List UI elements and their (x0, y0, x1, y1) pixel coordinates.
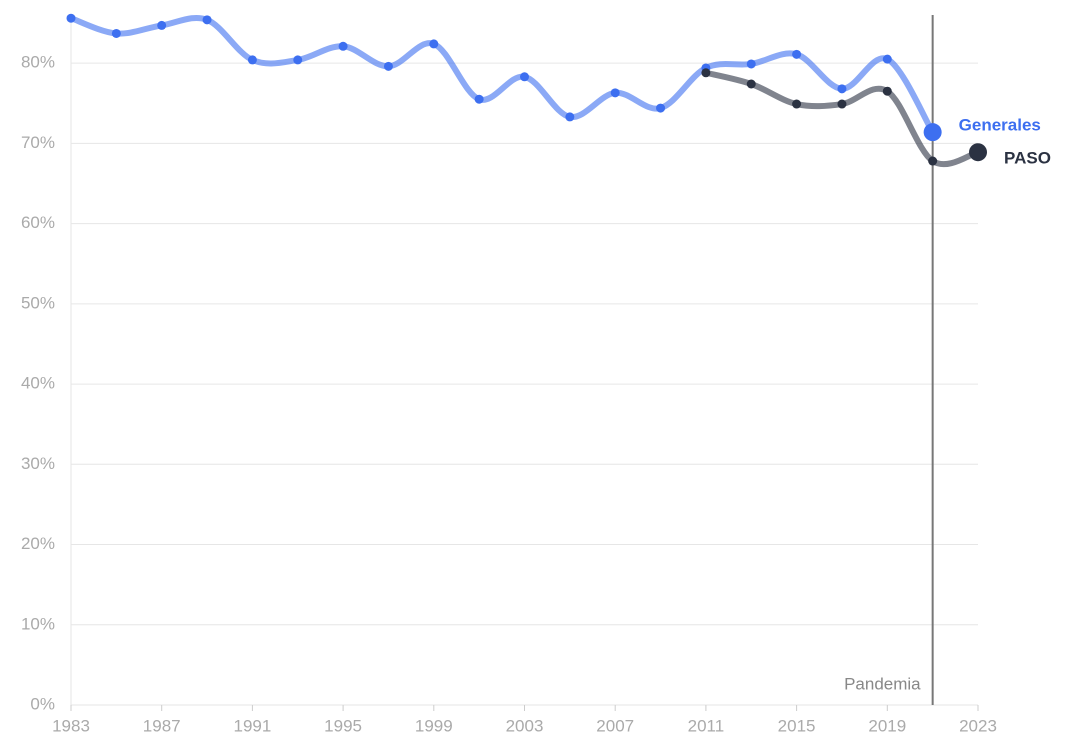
series-line (68, 14, 936, 136)
x-tick-label: 2003 (506, 716, 544, 735)
y-tick-label: 60% (21, 213, 55, 232)
x-tick-label: 1983 (52, 716, 90, 735)
series-label: Generales (959, 116, 1041, 135)
y-tick-label: 40% (21, 374, 55, 393)
x-tick-label: 1995 (324, 716, 362, 735)
y-tick-label: 30% (21, 454, 55, 473)
data-point (111, 28, 121, 38)
data-point (656, 103, 666, 113)
x-tick-label: 1991 (233, 716, 271, 735)
data-point (701, 68, 711, 78)
y-tick-label: 0% (30, 694, 55, 713)
y-tick-label: 80% (21, 53, 55, 72)
x-tick-label: 2007 (596, 716, 634, 735)
data-point (429, 39, 439, 49)
data-point (882, 54, 892, 64)
x-tick-label: 1987 (143, 716, 181, 735)
data-point (792, 99, 802, 109)
y-tick-label: 70% (21, 133, 55, 152)
x-tick-label: 1999 (415, 716, 453, 735)
data-point (66, 13, 76, 23)
x-tick-label: 2015 (778, 716, 816, 735)
data-point (746, 59, 756, 69)
data-point (928, 156, 938, 166)
data-point (293, 55, 303, 65)
y-tick-label: 10% (21, 614, 55, 633)
data-point (202, 15, 212, 25)
data-point (474, 94, 484, 104)
data-point (247, 55, 257, 65)
data-point (969, 143, 987, 162)
x-tick-label: 2019 (868, 716, 906, 735)
data-point (746, 79, 756, 89)
x-tick-label: 2011 (688, 716, 725, 735)
data-point (157, 20, 167, 30)
data-point (882, 86, 892, 96)
data-point (837, 84, 847, 94)
data-point (837, 99, 847, 109)
data-point (520, 72, 529, 82)
series-label: PASO (1004, 149, 1051, 168)
annotation-label: Pandemia (844, 674, 921, 693)
y-tick-label: 50% (21, 293, 55, 312)
data-point (923, 123, 942, 142)
y-tick-label: 20% (21, 534, 55, 553)
data-point (338, 41, 348, 51)
data-point (565, 112, 575, 122)
x-tick-label: 2023 (959, 716, 997, 735)
data-point (383, 61, 393, 71)
data-point (792, 49, 802, 59)
data-point (610, 88, 620, 98)
